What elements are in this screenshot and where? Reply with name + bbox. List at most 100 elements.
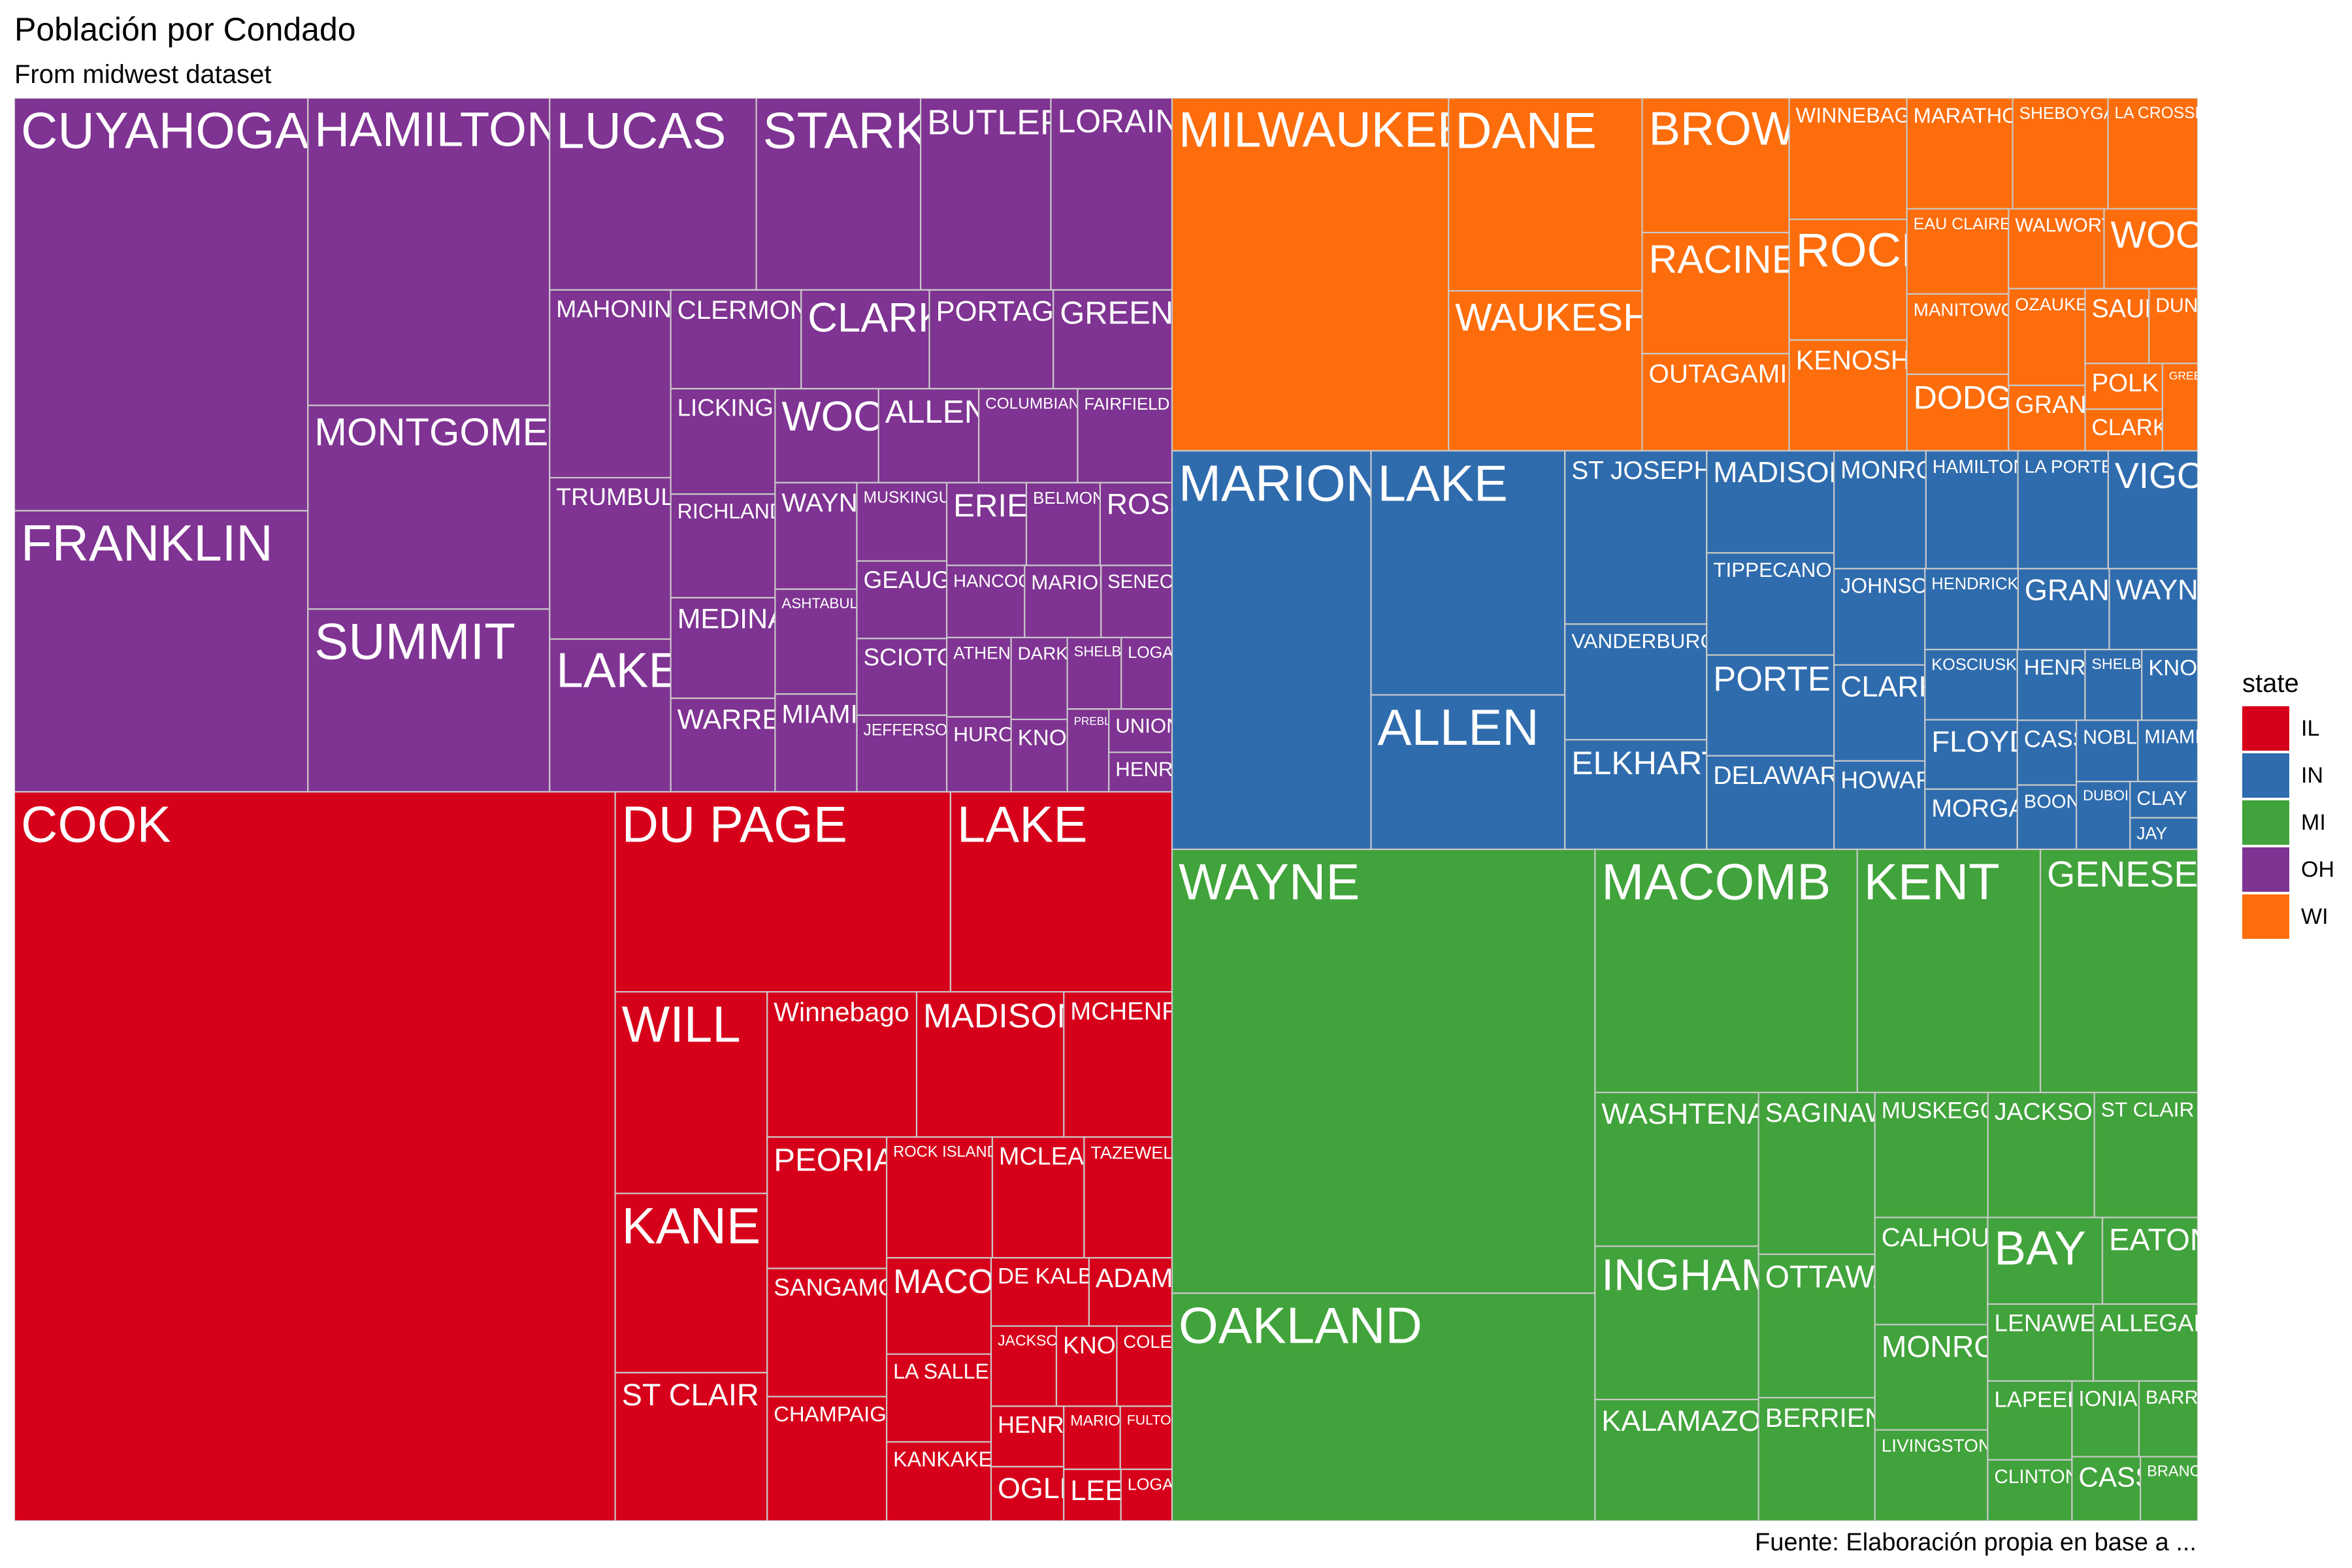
county-tile-mi-oakland [1171, 1292, 1596, 1521]
county-label: HAMILTON [1933, 457, 2027, 478]
county-label: DUNN [2155, 295, 2198, 317]
county-label: WOOD [2111, 214, 2198, 256]
county-tile-oh-wood [774, 387, 879, 483]
legend-item-il: IL [2242, 705, 2334, 752]
county-tile-wi-walworth [2008, 208, 2105, 289]
county-label: HENDRICKS [1931, 575, 2029, 593]
legend-item-wi: WI [2242, 893, 2334, 940]
county-tile-mi-muskegon [1874, 1092, 1989, 1218]
county-label: LAKE [957, 795, 1087, 853]
county-label: PREBLE [1074, 715, 1118, 728]
county-tile-wi-outagamie [1641, 353, 1790, 452]
county-tile-in-la-porte [2017, 449, 2109, 570]
county-tile-oh-muskingum [856, 482, 948, 562]
county-tile-oh-lucas [549, 98, 757, 291]
county-label: ROCK ISLAND [893, 1144, 998, 1161]
county-label: RACINE [1649, 237, 1799, 281]
county-tile-il-winnebago [766, 991, 918, 1138]
county-tile-in-johnson [1833, 568, 1926, 666]
county-label: HAMILTON [314, 101, 562, 156]
county-tile-in-lake [1370, 449, 1566, 696]
county-tile-oh-logan [1120, 636, 1173, 710]
county-label: JEFFERSON [864, 722, 960, 740]
county-tile-il-du-page [614, 791, 951, 993]
county-label: LAKE [556, 643, 681, 698]
state-group-mi: WAYNEOAKLANDMACOMBKENTGENESEEWASHTENAWIN… [1171, 848, 2198, 1521]
county-tile-in-grant [2017, 568, 2110, 651]
county-tile-il-tazewell [1083, 1136, 1173, 1259]
county-tile-oh-columbiana [977, 387, 1079, 483]
county-tile-in-allen [1370, 694, 1566, 851]
county-tile-wi-eau-claire [1906, 208, 2010, 295]
county-tile-oh-huron [945, 716, 1012, 793]
county-tile-oh-lake [549, 638, 672, 793]
county-tile-wi-dane [1448, 98, 1643, 292]
state-group-il: COOK DU PAGE LAKE WILL KANE ST CLAIR Winnebago… [14, 791, 1196, 1521]
county-label: CLINTON [1994, 1466, 2079, 1488]
county-tile-wi-brown [1641, 98, 1790, 234]
county-tile-wi-grant [2008, 384, 2086, 452]
county-tile-oh-shelby [1066, 636, 1122, 710]
county-tile-wi-milwaukee [1171, 98, 1450, 452]
county-label: ALLEN [885, 394, 988, 430]
county-label: SAGINAW [1765, 1098, 1891, 1128]
county-label: KOSCIUSKO [1931, 656, 2029, 674]
county-label: KALAMAZOO [1601, 1404, 1784, 1437]
chart-title: Población por Condado [14, 11, 356, 48]
county-tile-mi-ottawa [1757, 1253, 1876, 1399]
county-label: OTTAWA [1765, 1260, 1895, 1295]
county-tile-in-howard [1833, 760, 1926, 851]
county-tile-mi-macomb [1594, 848, 1858, 1094]
county-label: FLOYD [1931, 725, 2031, 759]
county-label: EAU CLAIRE [1914, 215, 2011, 233]
county-label: TAZEWELL [1090, 1143, 1183, 1163]
county-label: WAUKESHA [1455, 295, 1677, 339]
state-group-wi: MILWAUKEEDANEWAUKESHABROWNRACINEOUTAGAMI… [1171, 98, 2198, 452]
county-tile-mi-lenawee [1987, 1303, 2095, 1382]
county-label: BUTLER [927, 103, 1065, 142]
county-tile-wi-manitowoc [1906, 293, 2010, 375]
county-tile-oh-trumbull [549, 476, 672, 640]
county-label: LAKE [1378, 454, 1508, 512]
county-tile-in-jay [2129, 817, 2198, 851]
county-label: LAPEER [1994, 1387, 2083, 1412]
county-label: DE KALB [998, 1264, 1093, 1289]
county-label: MEDINA [678, 603, 787, 634]
county-tile-il-coles [1116, 1325, 1173, 1407]
county-label: BAY [1994, 1222, 2085, 1275]
county-label: LUCAS [556, 101, 726, 159]
county-label: KNOX [2148, 656, 2198, 681]
county-label: MILWAUKEE [1179, 103, 1470, 158]
legend-item-in: IN [2242, 752, 2334, 799]
county-tile-in-kosciusko [1924, 649, 2018, 721]
county-tile-wi-racine [1641, 231, 1790, 355]
county-label: COLUMBIANA [985, 395, 1091, 413]
county-label: OUTAGAMIE [1649, 359, 1805, 389]
legend-item-mi: MI [2242, 799, 2334, 846]
county-tile-in-miami [2137, 719, 2198, 783]
county-tile-in-hendricks [1924, 568, 2019, 651]
legend-label: IL [2301, 715, 2320, 741]
county-label: MARION [1179, 454, 1382, 512]
county-tile-il-peoria [766, 1136, 888, 1269]
county-tile-oh-scioto [856, 638, 948, 716]
county-label: FAIRFIELD [1084, 395, 1169, 414]
legend-swatch [2242, 800, 2289, 845]
county-tile-oh-allen [877, 387, 980, 483]
county-tile-il-macon [885, 1257, 992, 1355]
legend-label: IN [2301, 762, 2323, 788]
county-tile-oh-belmont [1025, 482, 1102, 566]
county-tile-wi-la-crosse [2107, 98, 2198, 210]
county-label: ERIE [953, 488, 1028, 524]
county-label: WINNEBAGO [1796, 103, 1927, 127]
county-tile-il-cook [14, 791, 616, 1521]
county-tile-in-cass [2016, 719, 2078, 786]
county-tile-in-monroe [1833, 449, 1927, 570]
county-label: WAYNE [1179, 853, 1360, 910]
county-label: MIAMI [781, 700, 857, 729]
county-label: MIAMI [2144, 727, 2198, 748]
county-tile-in-tippecanoe [1706, 552, 1835, 656]
county-tile-oh-union [1108, 708, 1173, 753]
county-tile-in-porter [1706, 654, 1835, 757]
county-label: DUBOIS [2083, 787, 2138, 804]
